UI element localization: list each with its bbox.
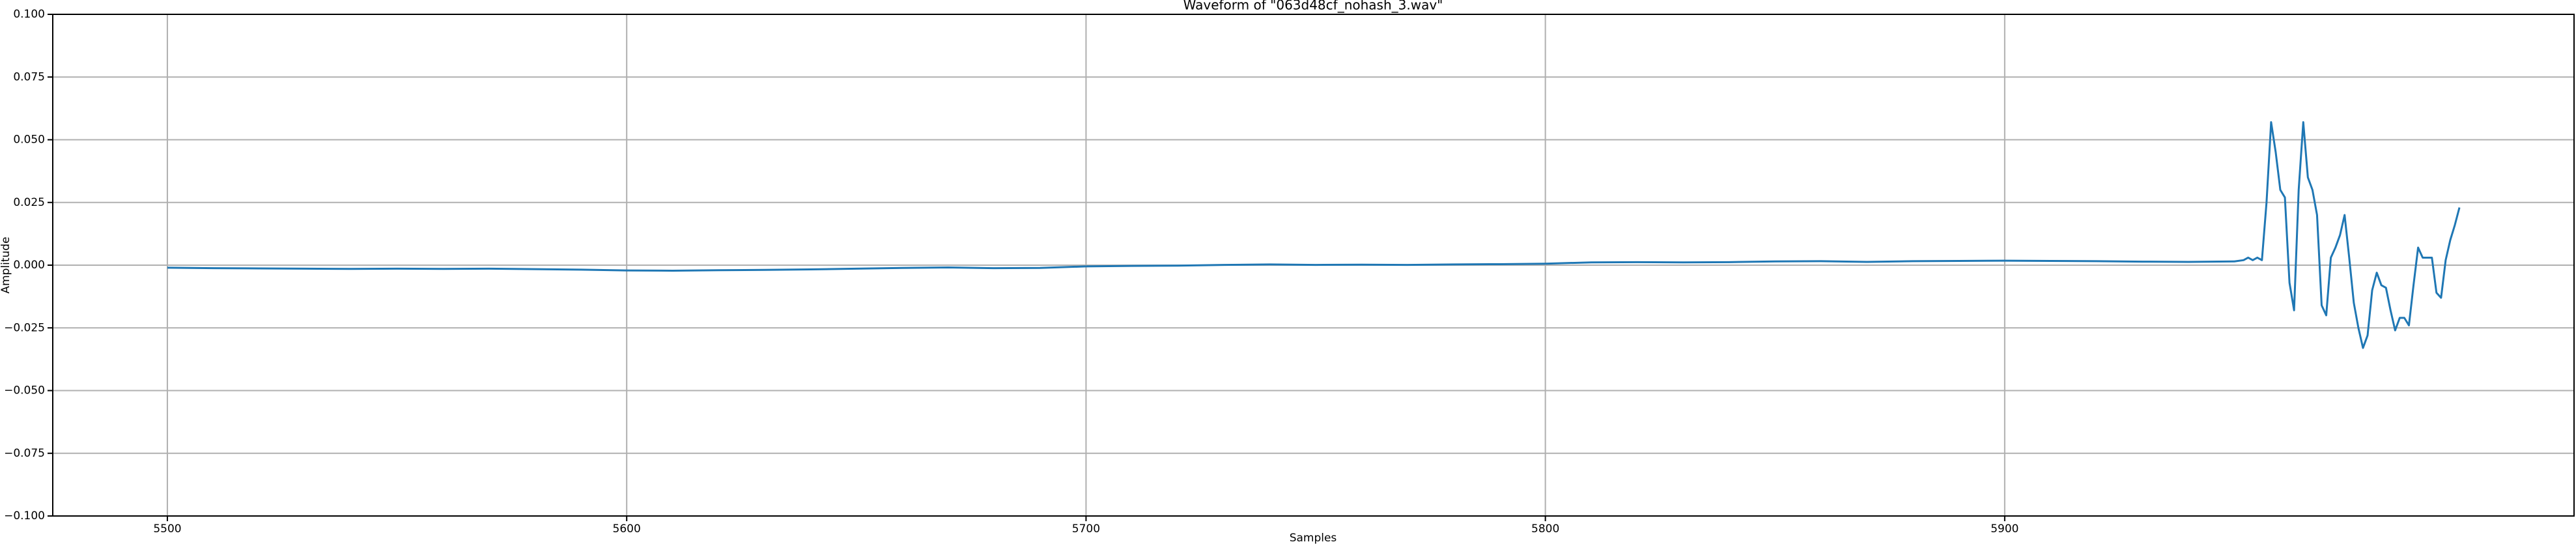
x-tick-label: 5900 — [1990, 523, 2018, 536]
plot-frame — [52, 14, 2575, 517]
y-tick-label: −0.025 — [4, 321, 45, 334]
y-tick-label: 0.075 — [13, 70, 45, 83]
x-tick-label: 5700 — [1072, 523, 1100, 536]
x-tick-label: 5500 — [153, 523, 181, 536]
x-axis-label: Samples — [1290, 532, 1337, 544]
x-tick-label: 5800 — [1531, 523, 1559, 536]
chart-title: Waveform of "063d48cf_nohash_3.wav" — [1183, 0, 1443, 13]
y-axis-label: Amplitude — [0, 236, 12, 293]
x-tick-label: 5600 — [613, 523, 641, 536]
y-tick-label: 0.000 — [13, 259, 45, 272]
y-tick-label: 0.025 — [13, 196, 45, 209]
y-tick-label: 0.050 — [13, 134, 45, 147]
y-tick-label: −0.100 — [4, 509, 45, 523]
y-tick-label: −0.050 — [4, 384, 45, 397]
y-tick-label: −0.075 — [4, 447, 45, 460]
waveform-line — [167, 121, 2461, 349]
y-tick-label: 0.100 — [13, 8, 45, 21]
